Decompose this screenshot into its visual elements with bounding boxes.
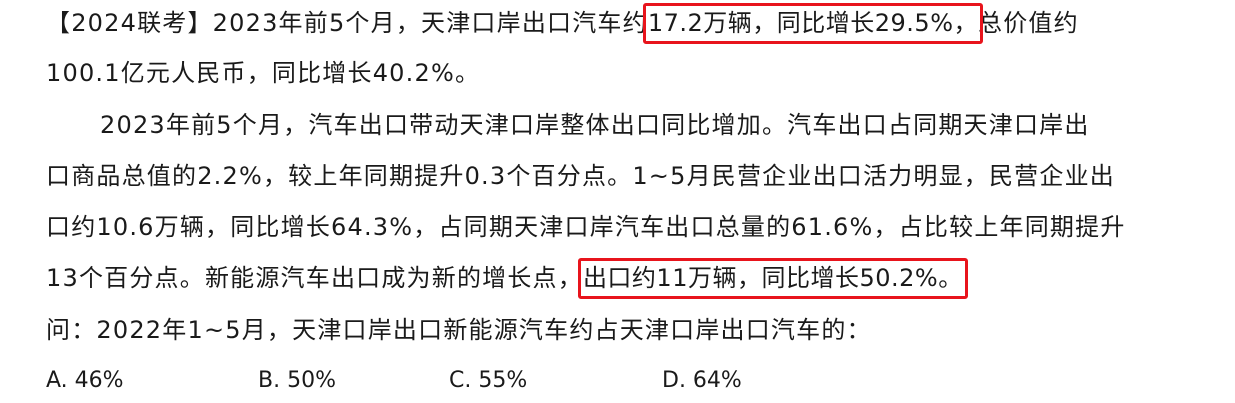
passage-line-1: 【2024联考】2023年前5个月，天津口岸出口汽车约17.2万辆，同比增长29… (46, 3, 1079, 44)
passage-line-1-intro: 【2024联考】2023年前5个月，天津口岸出口汽车约 (46, 9, 648, 37)
passage-line-4: 口商品总值的2.2%，较上年同期提升0.3个百分点。1~5月民营企业出口活力明显… (46, 162, 1115, 190)
option-a[interactable]: A. 46% (46, 368, 124, 393)
passage-line-6: 13个百分点。新能源汽车出口成为新的增长点，出口约11万辆，同比增长50.2%。 (46, 258, 968, 299)
option-d[interactable]: D. 64% (662, 368, 742, 393)
option-b[interactable]: B. 50% (258, 368, 336, 393)
question-text: 问：2022年1~5月，天津口岸出口新能源汽车约占天津口岸出口汽车的： (46, 316, 872, 344)
option-c[interactable]: C. 55% (449, 368, 528, 393)
passage-line-5: 口约10.6万辆，同比增长64.3%，占同期天津口岸汽车出口总量的61.6%，占… (46, 213, 1126, 241)
highlight-box-export-volume: 17.2万辆，同比增长29.5%， (642, 3, 984, 44)
passage-line-6-intro: 13个百分点。新能源汽车出口成为新的增长点， (46, 264, 583, 292)
passage-line-1-tail: 总价值约 (978, 9, 1079, 37)
highlight-box-new-energy-export: 出口约11万辆，同比增长50.2%。 (577, 258, 968, 299)
passage-line-3: 2023年前5个月，汽车出口带动天津口岸整体出口同比增加。汽车出口占同期天津口岸… (100, 111, 1090, 139)
passage-line-2: 100.1亿元人民币，同比增长40.2%。 (46, 59, 481, 87)
